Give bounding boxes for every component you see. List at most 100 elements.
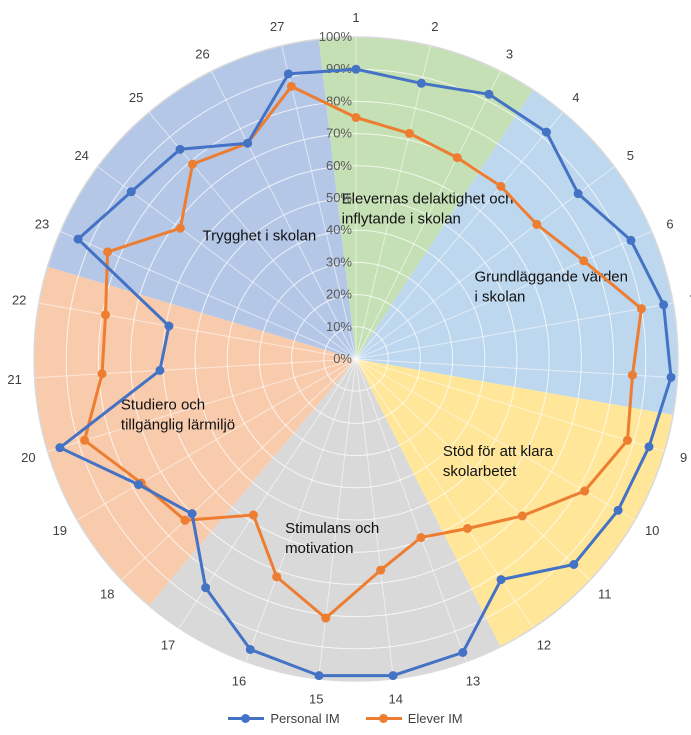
data-point bbox=[286, 81, 296, 91]
data-point bbox=[376, 565, 386, 575]
data-point bbox=[314, 671, 324, 681]
legend: Personal IM Elever IM bbox=[0, 711, 691, 726]
category-label: 21 bbox=[7, 372, 21, 387]
category-label: 25 bbox=[129, 90, 143, 105]
legend-marker-personal bbox=[228, 714, 265, 723]
sector-labels: Elevernas delaktighet och inflytande i sk… bbox=[121, 191, 628, 557]
data-point bbox=[245, 644, 255, 654]
sector-5 bbox=[34, 266, 357, 606]
sector-label: Stöd för att klara bbox=[443, 443, 554, 460]
r-tick-label: 90% bbox=[326, 61, 352, 76]
category-label: 27 bbox=[270, 19, 284, 34]
data-point bbox=[133, 480, 143, 490]
sector-1 bbox=[318, 36, 533, 359]
grid-spoke bbox=[355, 231, 652, 360]
category-label: 1 bbox=[352, 10, 359, 25]
data-point bbox=[248, 510, 258, 520]
category-label: 7 bbox=[689, 293, 691, 308]
grid-spoke bbox=[318, 358, 357, 679]
series-line bbox=[83, 84, 643, 620]
sector-3 bbox=[356, 359, 674, 647]
data-point bbox=[351, 113, 361, 122]
category-label: 26 bbox=[195, 46, 209, 61]
category-label: 15 bbox=[309, 692, 323, 707]
data-point bbox=[452, 153, 462, 163]
data-point bbox=[164, 321, 174, 331]
grid-spoke bbox=[97, 166, 357, 360]
category-label: 6 bbox=[666, 217, 673, 232]
data-point bbox=[580, 486, 590, 496]
sector-4 bbox=[149, 359, 501, 681]
grid-spoke bbox=[34, 358, 357, 379]
data-point bbox=[175, 144, 185, 154]
data-point bbox=[613, 505, 623, 515]
data-point bbox=[569, 560, 579, 570]
data-point bbox=[484, 89, 494, 99]
category-label: 11 bbox=[598, 587, 612, 602]
grid-spoke bbox=[355, 302, 674, 360]
data-point bbox=[666, 372, 676, 382]
sector-label: inflytande i skolan bbox=[342, 211, 461, 228]
sector-backgrounds bbox=[34, 36, 678, 681]
series-line bbox=[58, 67, 673, 678]
data-point bbox=[532, 219, 542, 229]
data-point bbox=[175, 223, 185, 233]
grid-spoke bbox=[47, 358, 357, 452]
radial-grid bbox=[33, 36, 679, 682]
category-labels: 1234567891011121314151617181920212223242… bbox=[7, 10, 691, 707]
data-point bbox=[155, 365, 165, 375]
sector-label: Trygghet i skolan bbox=[203, 228, 317, 245]
data-point bbox=[579, 256, 589, 266]
category-label: 18 bbox=[100, 587, 114, 602]
r-tick-label: 0% bbox=[333, 351, 352, 366]
data-point bbox=[80, 435, 90, 445]
series-elever-im bbox=[80, 81, 646, 623]
data-point bbox=[517, 511, 527, 521]
r-tick-label: 10% bbox=[326, 319, 352, 334]
grid-spoke bbox=[38, 302, 357, 360]
data-point bbox=[126, 187, 136, 197]
legend-item-personal: Personal IM bbox=[228, 711, 340, 726]
data-point bbox=[404, 128, 414, 138]
category-label: 17 bbox=[161, 638, 175, 653]
grid-spoke bbox=[355, 358, 591, 581]
r-tick-label: 70% bbox=[326, 126, 352, 141]
data-point bbox=[243, 138, 253, 148]
data-point bbox=[73, 234, 83, 244]
grid-spoke bbox=[281, 45, 357, 360]
grid-spoke bbox=[211, 71, 357, 360]
grid-spoke bbox=[178, 358, 357, 629]
category-label: 22 bbox=[12, 293, 26, 308]
series-personal-im bbox=[55, 64, 676, 681]
data-point bbox=[351, 64, 361, 74]
category-label: 14 bbox=[388, 692, 402, 707]
category-label: 23 bbox=[35, 217, 49, 232]
data-point bbox=[416, 78, 426, 88]
sector-label: skolarbetet bbox=[443, 463, 517, 480]
grid-spoke bbox=[121, 358, 357, 581]
category-label: 13 bbox=[466, 673, 480, 688]
sector-label: i skolan bbox=[475, 288, 526, 305]
data-point bbox=[573, 189, 583, 199]
grid-spoke bbox=[76, 358, 357, 521]
data-point bbox=[100, 310, 110, 320]
data-point bbox=[458, 648, 468, 658]
data-point bbox=[187, 509, 197, 519]
data-point bbox=[55, 443, 65, 453]
data-point bbox=[272, 572, 282, 582]
data-point bbox=[180, 515, 190, 525]
r-tick-label: 20% bbox=[326, 287, 352, 302]
sector-label: Stimulans och bbox=[285, 520, 379, 537]
data-point bbox=[187, 159, 197, 169]
data-point bbox=[416, 533, 426, 543]
grid-spoke bbox=[355, 45, 431, 360]
grid-spoke bbox=[355, 71, 501, 360]
category-label: 16 bbox=[232, 673, 246, 688]
data-point bbox=[321, 613, 331, 623]
r-tick-label: 30% bbox=[326, 254, 352, 269]
data-point bbox=[622, 435, 632, 445]
grid-spoke bbox=[245, 358, 357, 662]
sector-label: tillgänglig lärmiljö bbox=[121, 416, 235, 433]
legend-label-personal: Personal IM bbox=[270, 711, 340, 726]
category-label: 4 bbox=[572, 90, 579, 105]
